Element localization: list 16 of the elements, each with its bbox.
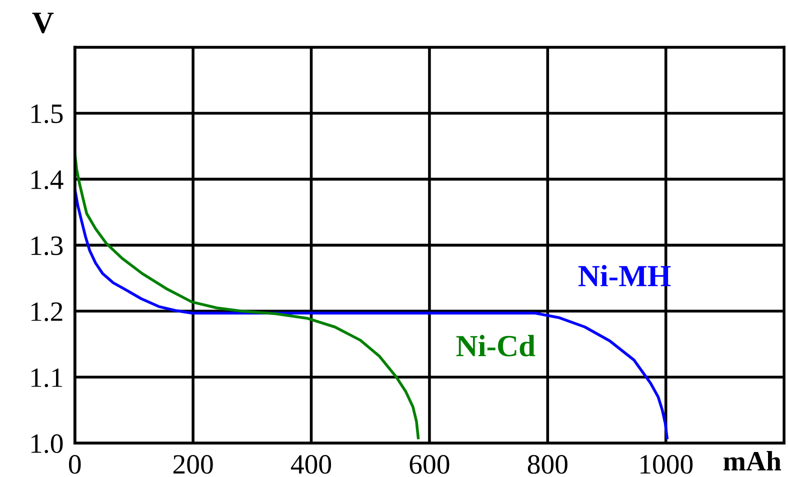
- y-tick-label: 1.1: [31, 368, 62, 388]
- x-tick-label: 600: [410, 455, 450, 474]
- y-tick-label: 1.2: [31, 302, 62, 322]
- x-tick-label: 0: [68, 455, 81, 474]
- x-tick-label: 400: [290, 455, 332, 474]
- text: Ni-Cd: [456, 334, 536, 356]
- x-axis-title: mAh: [724, 451, 782, 470]
- y-tick-label: 1.0: [31, 434, 63, 454]
- x-tick-label: 1000: [640, 455, 693, 474]
- x-tick-label: 800: [528, 455, 568, 474]
- y-tick-label: 1.4: [31, 170, 64, 190]
- y-tick-label: 1.5: [31, 104, 63, 124]
- y-axis-title: V: [32, 12, 54, 34]
- x-tick-label: 200: [173, 455, 213, 474]
- line-series: [74, 152, 420, 440]
- y-tick-label: 1.3: [31, 236, 63, 256]
